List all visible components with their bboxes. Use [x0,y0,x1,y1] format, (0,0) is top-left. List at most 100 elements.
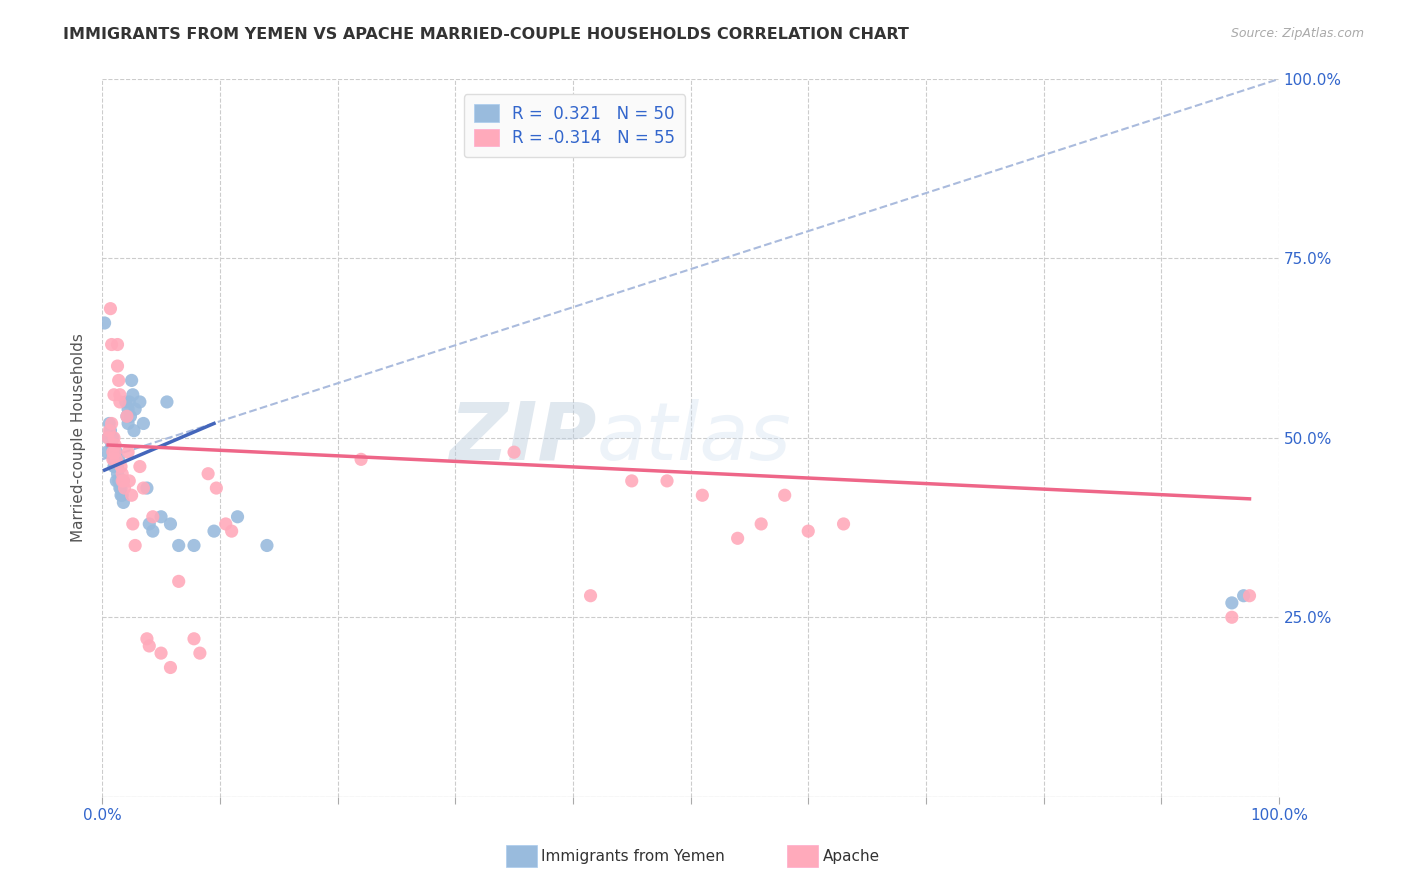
Point [156,395,179,409]
Point [124,402,146,417]
Point [142,524,165,538]
Point [105,474,128,488]
Point [118,395,141,409]
Point [107,452,129,467]
Point [121,373,143,387]
Point [142,509,165,524]
Point [167,574,190,589]
Point [832,516,855,531]
Point [108,388,131,402]
Point [93,316,115,330]
Text: Immigrants from Yemen: Immigrants from Yemen [541,849,725,863]
Point [107,474,129,488]
Point [107,359,129,373]
Point [104,452,127,467]
Point [100,417,122,431]
Point [124,539,146,553]
Point [226,509,249,524]
Legend: R =  0.321   N = 50, R = -0.314   N = 55: R = 0.321 N = 50, R = -0.314 N = 55 [464,95,685,158]
Point [159,516,181,531]
Point [128,395,150,409]
Point [110,488,132,502]
Point [111,474,134,488]
Point [132,481,155,495]
Point [117,402,139,417]
Point [350,452,373,467]
Point [107,373,129,387]
Point [620,474,643,488]
Point [136,632,159,646]
Point [100,301,122,316]
Point [215,516,238,531]
Point [105,452,128,467]
Point [100,438,122,452]
Point [100,424,122,438]
Point [188,646,211,660]
Point [101,445,124,459]
Point [96,445,118,459]
Point [111,467,134,481]
Point [101,452,124,467]
Point [103,431,125,445]
Point [108,395,131,409]
Point [118,474,141,488]
Y-axis label: Married-couple Households: Married-couple Households [72,334,86,542]
Point [197,467,219,481]
Point [138,516,160,531]
Point [117,417,139,431]
Point [727,531,749,545]
Point [122,424,145,438]
Point [103,452,125,467]
Point [1220,596,1243,610]
Point [205,481,228,495]
Point [797,524,820,538]
Text: IMMIGRANTS FROM YEMEN VS APACHE MARRIED-COUPLE HOUSEHOLDS CORRELATION CHART: IMMIGRANTS FROM YEMEN VS APACHE MARRIED-… [63,27,910,42]
Point [112,495,135,509]
Point [1233,589,1256,603]
Point [138,639,160,653]
Text: Source: ZipAtlas.com: Source: ZipAtlas.com [1230,27,1364,40]
Point [112,474,135,488]
Point [107,337,129,351]
Point [115,409,138,424]
Point [103,459,125,474]
Point [1220,610,1243,624]
Point [107,467,129,481]
Point [97,431,120,445]
Point [120,409,142,424]
Point [108,474,131,488]
Point [111,488,134,502]
Point [655,474,678,488]
Point [183,539,205,553]
Point [103,388,125,402]
Point [104,438,127,452]
Point [101,445,124,459]
Point [773,488,796,502]
Point [221,524,243,538]
Point [692,488,714,502]
Point [108,481,131,495]
Point [107,459,129,474]
Point [503,445,526,459]
Point [104,459,127,474]
Text: ZIP: ZIP [449,399,596,477]
Point [121,388,143,402]
Point [105,445,128,459]
Point [167,539,190,553]
Point [112,474,135,488]
Point [128,459,150,474]
Point [256,539,278,553]
Point [97,431,120,445]
Point [132,417,155,431]
Point [110,459,132,474]
Point [114,481,136,495]
Point [98,424,121,438]
Point [202,524,225,538]
Point [183,632,205,646]
Point [114,395,136,409]
Point [121,488,143,502]
Point [579,589,602,603]
Point [749,516,772,531]
Point [98,417,121,431]
Text: atlas: atlas [596,399,792,477]
